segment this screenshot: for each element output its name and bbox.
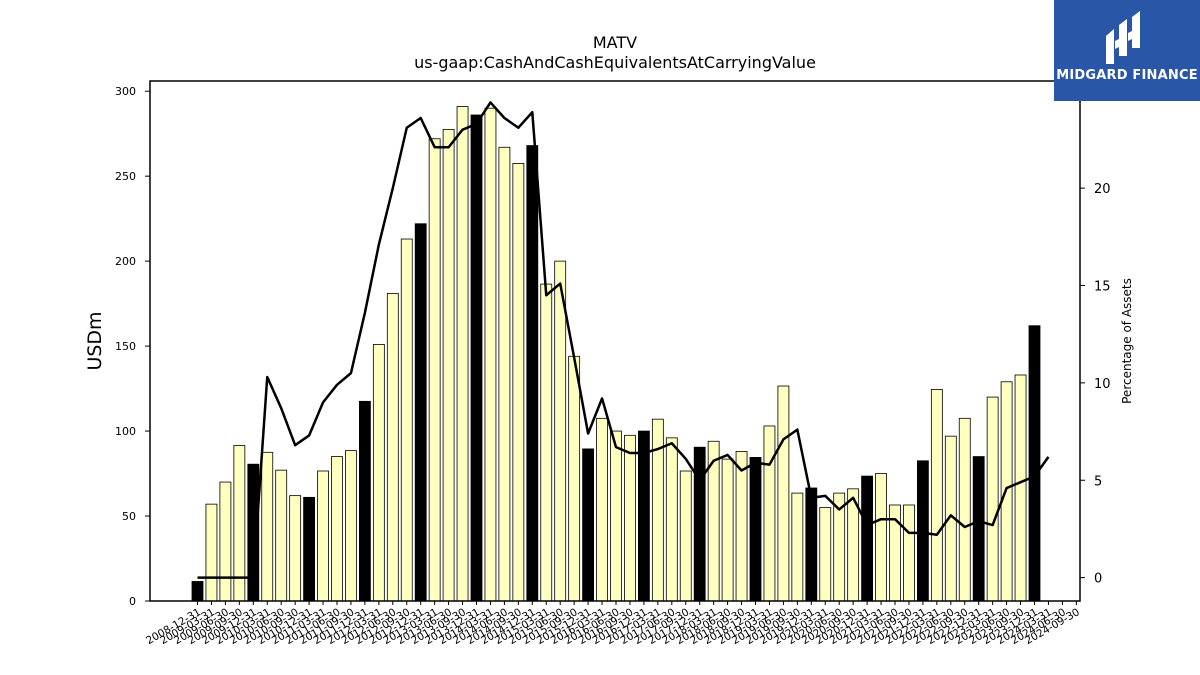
bar	[735, 451, 748, 602]
bar	[721, 458, 734, 602]
chart-subtitle: us-gaap:CashAndCashEquivalentsAtCarrying…	[414, 53, 816, 72]
bar	[470, 114, 483, 602]
series-line	[197, 101, 1050, 579]
bar	[372, 343, 385, 602]
y2-tick-label: 0	[1094, 572, 1102, 587]
bar	[484, 107, 497, 602]
logo-mark-icon	[1106, 11, 1140, 64]
chart-title: MATV	[593, 33, 637, 52]
bar	[875, 473, 887, 602]
bar	[777, 385, 790, 602]
bar	[972, 456, 985, 602]
bar	[386, 293, 399, 602]
bar	[679, 470, 692, 602]
bar	[317, 470, 329, 602]
y-tick-label: 100	[115, 425, 136, 438]
bar	[596, 417, 608, 602]
y-tick-label: 50	[122, 510, 136, 523]
bar	[526, 145, 539, 602]
bar	[1028, 325, 1041, 602]
bar	[582, 448, 594, 602]
bar	[930, 389, 943, 602]
bar	[1014, 374, 1027, 602]
bar	[275, 469, 288, 602]
y-tick-label: 200	[115, 255, 136, 268]
bar	[400, 238, 413, 602]
y-tick-label: 300	[115, 85, 136, 98]
y2-tick-label: 10	[1094, 377, 1111, 392]
plot-frame	[149, 80, 1081, 602]
bar	[442, 129, 455, 602]
bar	[610, 430, 622, 602]
bar	[303, 496, 316, 602]
x-axis: 2008-12-312009-03-312009-06-302009-09-30…	[144, 601, 1082, 647]
bar	[512, 163, 525, 602]
bar	[456, 106, 469, 602]
logo: MIDGARD FINANCE	[1054, 0, 1200, 101]
y-tick-label: 250	[115, 170, 136, 183]
bar	[554, 260, 567, 602]
bar	[540, 283, 553, 602]
bar	[414, 223, 427, 602]
y-axis: 0 50 100 150 200 250 300	[115, 85, 150, 608]
bar	[763, 425, 776, 602]
bar	[205, 503, 218, 602]
bar	[986, 396, 999, 602]
bar	[693, 446, 706, 602]
bar	[568, 355, 581, 602]
bar	[791, 492, 804, 602]
bar	[917, 460, 929, 602]
bars-group	[191, 106, 1041, 602]
bar	[219, 481, 232, 602]
y2-tick-label: 20	[1094, 182, 1111, 197]
bar	[665, 437, 678, 602]
bar	[958, 417, 971, 602]
y-tick-label: 0	[129, 595, 136, 608]
bar	[819, 507, 832, 602]
y2-tick-label: 15	[1094, 279, 1111, 294]
y2-axis-label: Percentage of Assets	[1120, 278, 1134, 404]
bar	[903, 504, 915, 602]
bar	[624, 434, 636, 602]
bar	[498, 146, 511, 602]
y-tick-label: 150	[115, 340, 136, 353]
y2-tick-label: 5	[1094, 474, 1102, 489]
y-axis-label: USDm	[84, 311, 106, 370]
bar	[358, 400, 371, 602]
y2-axis: 0 5 10 15 20	[1080, 182, 1111, 587]
bar	[345, 450, 357, 602]
bar	[331, 456, 343, 602]
bar	[289, 495, 302, 602]
line-group	[197, 101, 1050, 579]
bar	[261, 451, 274, 602]
bar	[191, 581, 204, 602]
bar	[638, 430, 650, 602]
bar	[861, 475, 873, 602]
bar	[749, 457, 762, 602]
logo-text: MIDGARD FINANCE	[1056, 68, 1198, 83]
bar	[428, 138, 441, 602]
bar	[805, 487, 818, 602]
